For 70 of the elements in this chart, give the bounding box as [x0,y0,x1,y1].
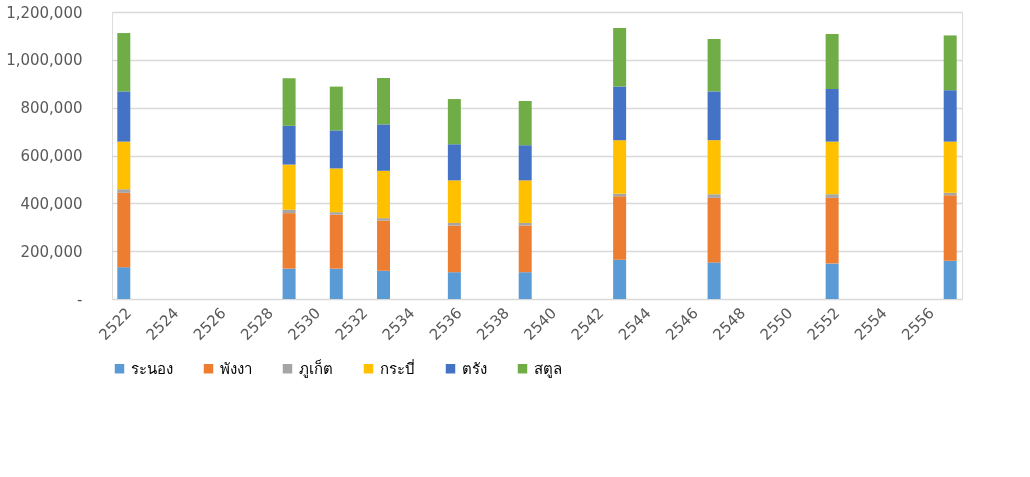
bar [447,272,461,299]
bar [329,212,343,215]
bar [518,100,532,146]
bar [518,225,532,273]
y-tick-label: 200,000 [20,242,83,261]
y-tick-label: 1,200,000 [6,3,83,22]
y-tick-label: 1,000,000 [6,51,83,70]
bar [377,124,391,171]
legend-label: กระบี่ [380,357,415,378]
bar [447,144,461,181]
bar [377,218,391,221]
y-tick-label: 600,000 [20,147,83,165]
bar [377,170,391,219]
bar [447,99,461,145]
bar [707,140,721,195]
bar [613,28,627,87]
bar [377,78,391,125]
bar [117,141,131,190]
bar [613,196,627,260]
legend-label: ตรัง [462,359,487,378]
bar [282,125,296,165]
bar [707,197,721,263]
bar [707,91,721,141]
bar [518,145,532,181]
bar [943,260,957,299]
y-tick-label: 400,000 [20,194,83,213]
bar [825,34,839,90]
bar [613,140,627,194]
bar [613,86,627,141]
bar [282,78,296,126]
bar [943,90,957,142]
bar [117,189,131,193]
legend-label: สตูล [534,359,562,378]
bar [282,213,296,269]
bar [518,222,532,226]
y-tick-label: - [77,290,83,309]
bar [518,272,532,299]
bar [825,141,839,195]
bar [377,220,391,271]
bar [707,194,721,198]
legend-label: ระนอง [131,359,173,378]
bar [943,141,957,193]
bar [282,268,296,299]
bar [117,192,131,268]
bar [329,214,343,269]
bar [707,262,721,299]
bar [825,263,839,299]
legend-label: ภูเก็ต [299,358,333,378]
bar [329,168,343,213]
legend-label: พังงา [220,359,252,378]
bar [707,39,721,92]
bar [447,222,461,226]
bar [329,86,343,131]
bar [825,194,839,198]
bar [117,33,131,92]
bar [117,267,131,299]
bar [377,270,391,299]
bar [613,259,627,299]
bar [518,180,532,223]
bar [447,225,461,273]
bar [943,195,957,261]
bar [943,35,957,91]
y-tick-label: 800,000 [20,99,83,118]
bar [825,89,839,142]
bar [117,91,131,142]
bar [282,164,296,210]
bar [329,268,343,299]
bar [825,197,839,264]
bar [329,130,343,169]
bar [447,180,461,223]
